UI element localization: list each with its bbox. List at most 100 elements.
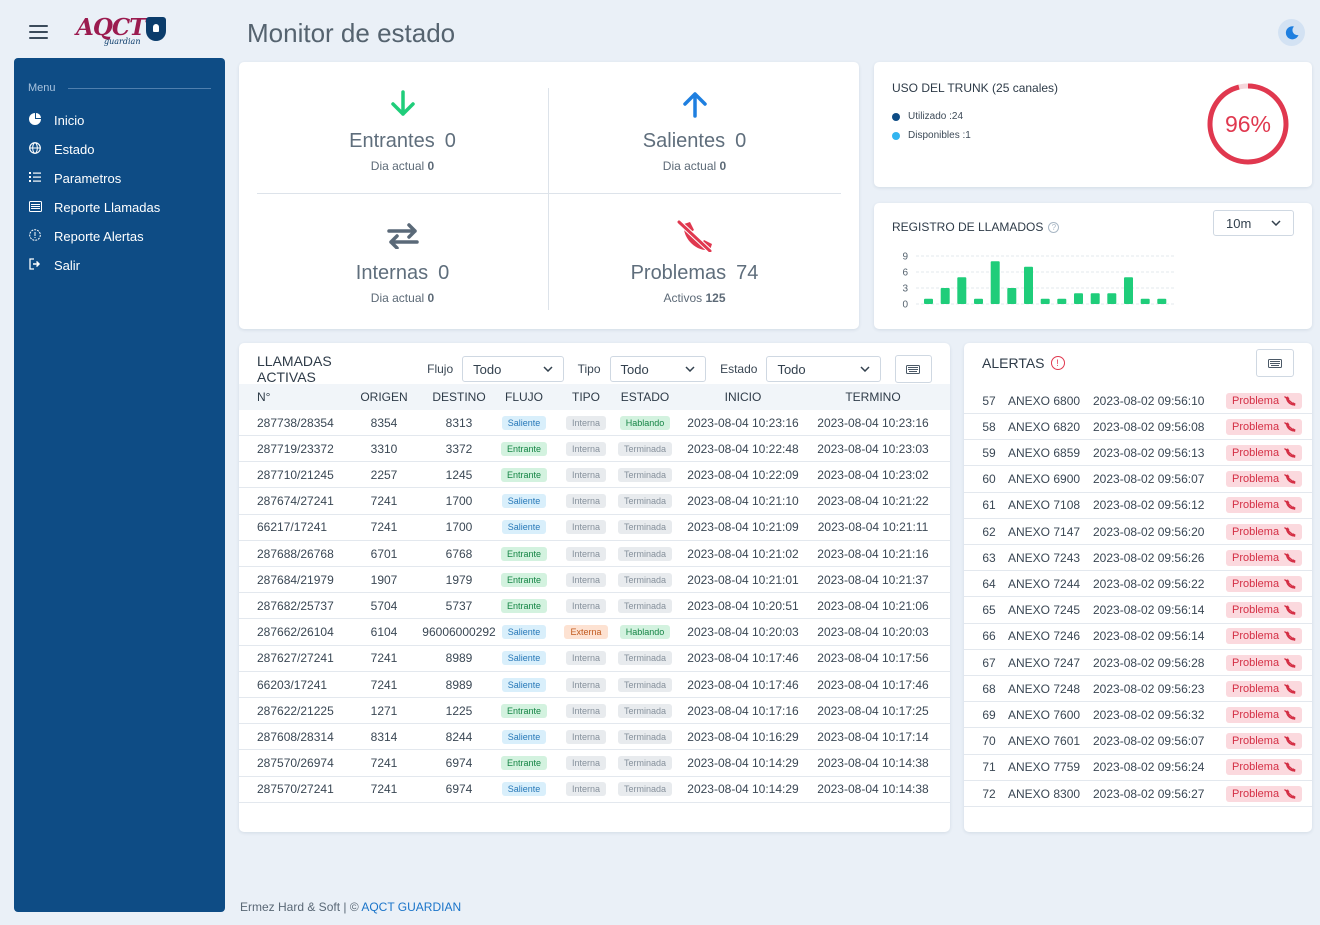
menu-toggle-button[interactable]	[29, 25, 48, 39]
table-cell: 2023-08-04 10:21:16	[817, 546, 929, 561]
filter-tipo-select[interactable]: Todo	[609, 356, 707, 382]
theme-toggle-button[interactable]	[1278, 19, 1305, 46]
column-header[interactable]: TERMINO	[845, 390, 901, 404]
column-header[interactable]: DESTINO	[432, 390, 486, 404]
table-row[interactable]: 287570/27241 7241 6974 Saliente Interna Termi…	[239, 777, 950, 803]
table-row[interactable]: 287674/27241 7241 1700 Saliente Interna Termi…	[239, 489, 950, 515]
table-row[interactable]: 66217/17241 7241 1700 Saliente Interna Termin…	[239, 515, 950, 541]
table-row[interactable]: 287738/28354 8354 8313 Saliente Interna Habla…	[239, 410, 950, 436]
alert-row[interactable]: 59 ANEXO 6859 2023-08-02 09:56:13 Problema	[964, 440, 1312, 467]
alert-status-cell: Problema	[1226, 467, 1308, 492]
alert-id: 72	[982, 786, 996, 801]
table-cell: Interna	[565, 724, 607, 749]
phone-slash-icon	[1284, 552, 1296, 563]
chart-bar[interactable]	[1124, 277, 1133, 304]
sidebar-item-parametros[interactable]: Parametros	[28, 164, 211, 193]
alert-row[interactable]: 72 ANEXO 8300 2023-08-02 09:56:27 Problema	[964, 781, 1312, 807]
chart-bar[interactable]	[1107, 293, 1117, 304]
problem-badge-label: Problema	[1232, 577, 1280, 590]
chart-bar[interactable]	[1140, 298, 1150, 304]
table-row[interactable]: 287682/25737 5704 5737 Entrante Interna Termi…	[239, 593, 950, 620]
alert-row[interactable]: 70 ANEXO 7601 2023-08-02 09:56:07 Problema	[964, 729, 1312, 755]
tipo-badge: Interna	[565, 494, 607, 509]
table-row[interactable]: 287688/26768 6701 6768 Entrante Interna Termi…	[239, 541, 950, 567]
alert-id: 63	[982, 550, 996, 565]
app-logo[interactable]: AQCT guardian	[76, 14, 168, 48]
alert-row[interactable]: 62 ANEXO 7147 2023-08-02 09:56:20 Problema	[964, 519, 1312, 545]
keyboard-button[interactable]	[1256, 349, 1294, 377]
column-header[interactable]: TIPO	[571, 390, 600, 404]
chart-bar[interactable]	[1007, 288, 1017, 304]
table-cell: 2023-08-04 10:17:46	[687, 677, 799, 692]
column-header[interactable]: ORIGEN	[360, 390, 408, 404]
chart-bar[interactable]	[1040, 298, 1050, 304]
stat-label: Salientes	[642, 130, 726, 152]
column-header[interactable]: INICIO	[724, 390, 762, 404]
alert-row[interactable]: 60 ANEXO 6900 2023-08-02 09:56:07 Problema	[964, 467, 1312, 493]
alert-row[interactable]: 68 ANEXO 7248 2023-08-02 09:56:23 Problema	[964, 676, 1312, 703]
help-icon[interactable]: ?	[1048, 221, 1060, 233]
legend-free-label: Disponibles :1	[908, 130, 971, 141]
phone-slash-icon	[1284, 788, 1296, 799]
table-cell: 2023-08-04 10:21:06	[817, 598, 929, 613]
sidebar-item-estado[interactable]: Estado	[28, 135, 211, 164]
table-cell: 8989	[445, 651, 473, 666]
alert-row[interactable]: 58 ANEXO 6820 2023-08-02 09:56:08 Problema	[964, 414, 1312, 441]
chart-bar[interactable]	[1057, 298, 1067, 304]
chart-bar[interactable]	[974, 298, 983, 304]
alert-row[interactable]: 69 ANEXO 7600 2023-08-02 09:56:32 Problema	[964, 702, 1312, 729]
table-row[interactable]: 287627/27241 7241 8989 Saliente Interna Termi…	[239, 646, 950, 672]
chart-bar[interactable]	[990, 261, 1000, 304]
table-row[interactable]: 287570/26974 7241 6974 Entrante Interna Termi…	[239, 751, 950, 777]
alert-row[interactable]: 63 ANEXO 7243 2023-08-02 09:56:26 Problema	[964, 545, 1312, 572]
sidebar-item-inicio[interactable]: Inicio	[28, 106, 211, 135]
alert-status-cell: Problema	[1226, 755, 1308, 780]
table-row[interactable]: 287719/23372 3310 3372 Entrante Interna Termi…	[239, 436, 950, 463]
filter-value: Todo	[777, 361, 806, 377]
table-cell: 7241	[370, 756, 398, 771]
alert-row[interactable]: 71 ANEXO 7759 2023-08-02 09:56:24 Problema	[964, 755, 1312, 781]
alert-row[interactable]: 66 ANEXO 7246 2023-08-02 09:56:14 Problema	[964, 624, 1312, 650]
alert-row[interactable]: 64 ANEXO 7244 2023-08-02 09:56:22 Problema	[964, 571, 1312, 598]
table-row[interactable]: 287684/21979 1907 1979 Entrante Interna Termi…	[239, 567, 950, 594]
gauge-arc	[1207, 83, 1289, 165]
table-row[interactable]: 287608/28314 8314 8244 Saliente Interna Termi…	[239, 724, 950, 751]
table-row[interactable]: 66203/17241 7241 8989 Saliente Interna Termin…	[239, 672, 950, 698]
alert-status-cell: Problema	[1226, 781, 1308, 806]
sidebar-item-reporte-llamadas[interactable]: Reporte Llamadas	[28, 193, 211, 222]
alert-row[interactable]: 67 ANEXO 7247 2023-08-02 09:56:28 Problema	[964, 650, 1312, 676]
column-header[interactable]: ESTADO	[620, 390, 670, 404]
stat-label: Internas	[355, 262, 429, 284]
filter-estado-select[interactable]: Todo	[766, 356, 881, 382]
y-tick-label: 3	[902, 284, 908, 295]
alert-row[interactable]: 61 ANEXO 7108 2023-08-02 09:56:12 Problema	[964, 493, 1312, 519]
footer-link[interactable]: AQCT GUARDIAN	[361, 900, 462, 914]
sidebar-item-reporte-alertas[interactable]: Reporte Alertas	[28, 222, 211, 251]
sidebar-item-salir[interactable]: Salir	[28, 251, 211, 280]
filter-flujo-select[interactable]: Todo	[462, 356, 564, 382]
table-row[interactable]: 287662/26104 6104 96006000292 Saliente Exter…	[239, 620, 950, 646]
chart-bar[interactable]	[940, 288, 950, 304]
alert-anexo: ANEXO 6859	[1008, 445, 1081, 460]
table-cell: 6104	[370, 625, 398, 640]
table-row[interactable]: 287622/21225 1271 1225 Entrante Interna Termi…	[239, 698, 950, 725]
table-cell: 2023-08-04 10:22:48	[687, 441, 799, 456]
chart-bar[interactable]	[1024, 266, 1033, 304]
table-cell: Entrante	[499, 436, 549, 461]
table-row[interactable]: 287710/21245 2257 1245 Entrante Interna Termi…	[239, 462, 950, 489]
keyboard-button[interactable]	[894, 355, 932, 383]
table-cell: 287738/28354	[257, 415, 334, 430]
table-cell: 287688/26768	[257, 546, 334, 561]
footer-text: Ermez Hard & Soft | ©	[240, 900, 362, 914]
chart-bar[interactable]	[924, 298, 933, 304]
alert-row[interactable]: 65 ANEXO 7245 2023-08-02 09:56:14 Problema	[964, 598, 1312, 624]
chart-bar[interactable]	[957, 277, 967, 304]
range-select[interactable]: 10m	[1213, 210, 1294, 236]
chart-bar[interactable]	[1090, 293, 1100, 304]
alert-row[interactable]: 57 ANEXO 6800 2023-08-02 09:56:10 Problema	[964, 388, 1312, 414]
chart-bar[interactable]	[1074, 293, 1083, 304]
alert-time: 2023-08-02 09:56:12	[1093, 498, 1205, 513]
column-header[interactable]: FLUJO	[504, 390, 543, 404]
column-header[interactable]: N°	[257, 390, 271, 404]
chart-bar[interactable]	[1157, 298, 1167, 304]
